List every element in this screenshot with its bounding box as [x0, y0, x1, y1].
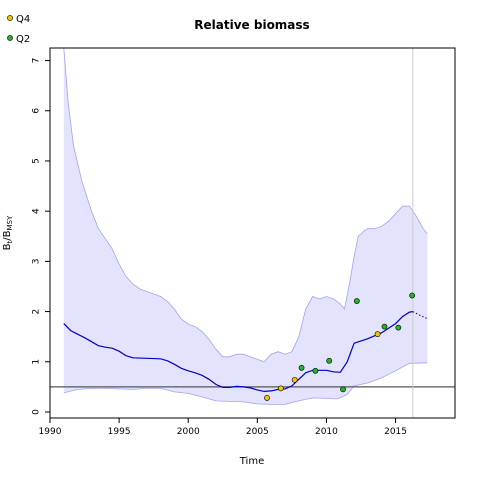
point-q2: [340, 386, 346, 393]
x-tick-label: 2010: [315, 427, 338, 437]
legend-label-q4: Q4: [16, 14, 30, 25]
y-axis-title-sub-msy: MSY: [6, 215, 14, 230]
point-q2: [353, 298, 360, 304]
x-axis: 1990 1995 2000 2005 2010 2015: [39, 418, 407, 437]
y-tick-label: 2: [32, 309, 42, 315]
y-tick-label: 6: [32, 108, 42, 114]
x-tick-label: 2000: [177, 427, 200, 437]
x-axis-title: Time: [239, 456, 264, 467]
y-tick-label: 1: [32, 359, 42, 365]
legend-marker-q2: [7, 35, 13, 41]
y-axis-title-sub-t: t: [6, 240, 14, 243]
plot-content: [50, 48, 455, 418]
y-axis-title-main: B: [2, 243, 13, 250]
legend-marker-q4: [7, 15, 13, 21]
chart-title: Relative biomass: [194, 18, 309, 32]
plot-frame: [49, 47, 456, 419]
point-q4: [264, 395, 270, 401]
y-tick-label: 7: [32, 58, 42, 64]
point-q2: [312, 367, 319, 374]
y-tick-label: 5: [32, 158, 42, 164]
y-axis: 0 1 2 3 4 5 6 7: [32, 58, 50, 415]
confidence-band-lower: [63, 362, 428, 405]
y-tick-label: 0: [32, 409, 42, 415]
point-q2: [381, 323, 388, 330]
point-q2: [395, 324, 402, 331]
y-axis-title: Bt/BMSY: [2, 215, 14, 250]
confidence-band: [63, 48, 428, 405]
y-axis-title-sep: /B: [2, 230, 13, 240]
plot-area: [50, 48, 455, 418]
y-tick-label: 3: [32, 258, 42, 264]
point-q4: [374, 331, 381, 338]
point-q4: [291, 376, 298, 383]
point-q2: [409, 292, 416, 299]
x-tick-label: 1995: [108, 427, 131, 437]
confidence-band-upper: [63, 48, 428, 363]
x-tick-label: 2005: [246, 427, 269, 437]
median-biomass-line: [63, 311, 413, 393]
point-q4: [277, 385, 284, 392]
point-q2: [326, 357, 333, 364]
legend-label-q2: Q2: [16, 34, 30, 45]
point-q2: [298, 364, 305, 371]
x-tick-label: 2015: [384, 427, 407, 437]
y-tick-label: 4: [32, 208, 42, 214]
x-tick-label: 1990: [39, 427, 62, 437]
legend: Q4 Q2: [7, 14, 30, 45]
